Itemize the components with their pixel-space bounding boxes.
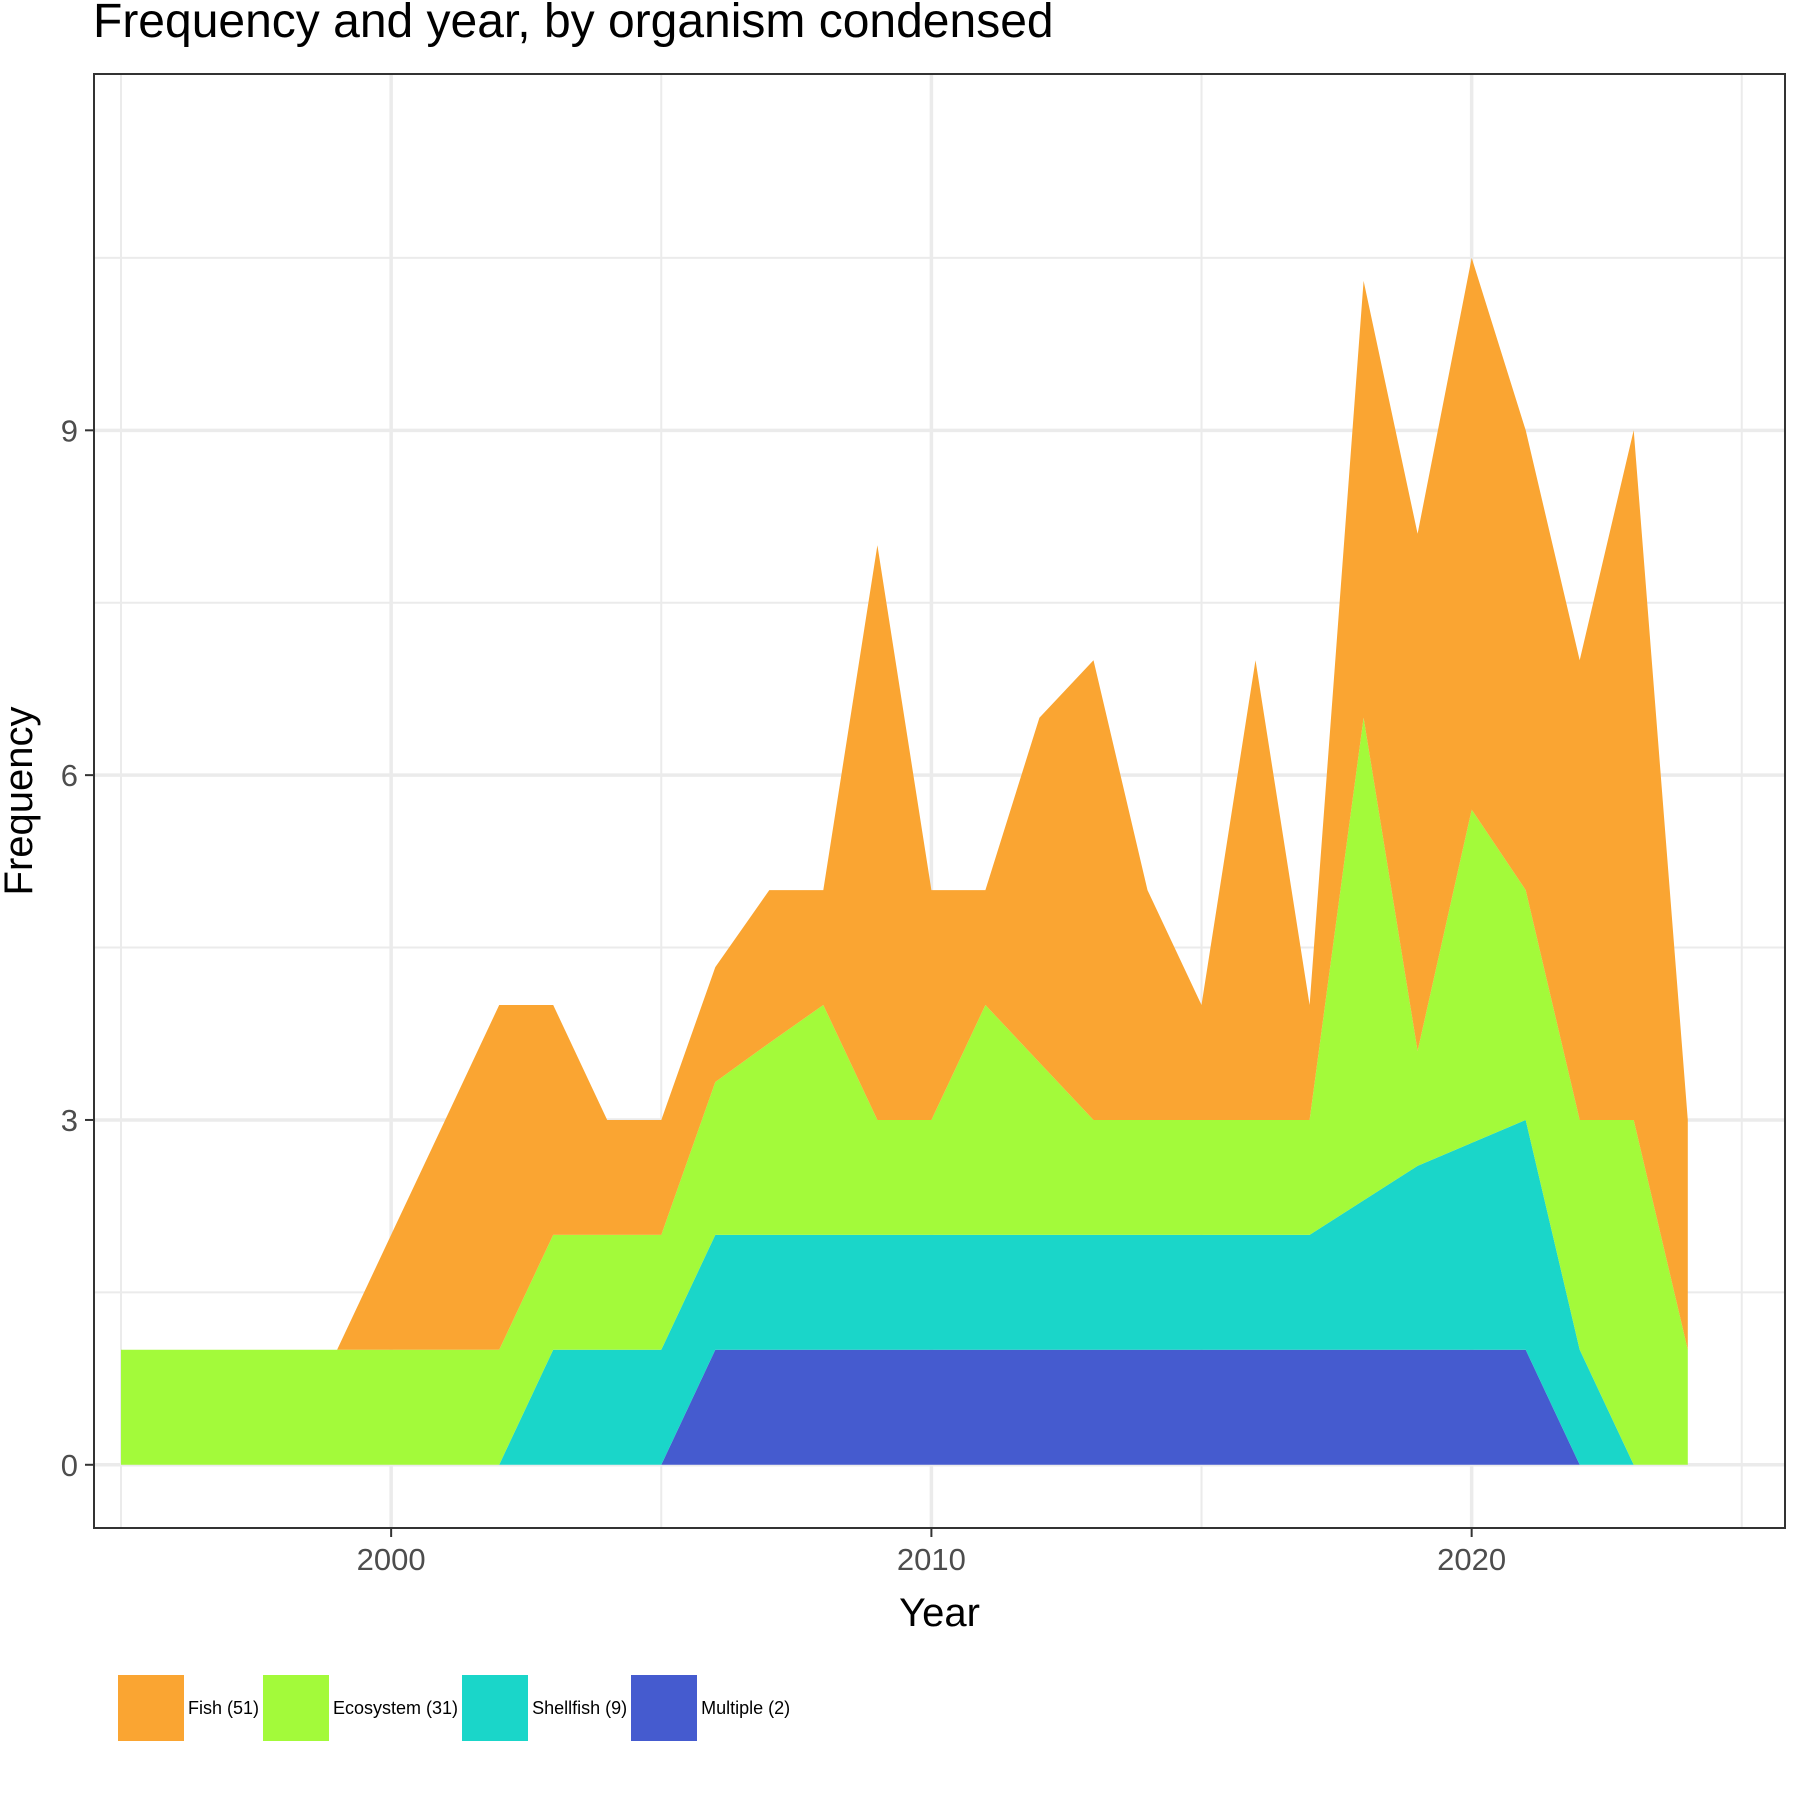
legend: Fish (51) Ecosystem (31) Shellfish (9) Mult… <box>118 1675 794 1741</box>
x-tick-label: 2020 <box>1437 1542 1506 1577</box>
legend-key <box>118 1675 184 1741</box>
area-series-multiple <box>121 1349 1688 1465</box>
legend-item: Shellfish (9) <box>462 1675 627 1741</box>
legend-key <box>631 1675 698 1741</box>
legend-label: Ecosystem (31) <box>333 1697 459 1718</box>
area-series-ecosystem <box>121 717 1688 1465</box>
y-axis-title: Frequency <box>0 707 41 896</box>
legend-label: Multiple (2) <box>701 1697 791 1718</box>
x-tick-label: 2000 <box>357 1542 426 1577</box>
y-tick-label: 0 <box>61 1448 78 1483</box>
plot-panel-border <box>93 73 1786 1529</box>
chart-title: Frequency and year, by organism condense… <box>93 0 1054 48</box>
legend-item: Ecosystem (31) <box>263 1675 458 1741</box>
legend-key <box>462 1675 529 1741</box>
stacked-areas <box>121 257 1688 1465</box>
area-series-fish <box>121 257 1688 1350</box>
legend-item: Multiple (2) <box>631 1675 790 1741</box>
x-axis-ticks: 2000 2010 2020 <box>357 1528 1506 1577</box>
y-axis-ticks: 0 3 6 9 <box>61 413 94 1483</box>
legend-label: Fish (51) <box>188 1697 260 1718</box>
y-tick-label: 6 <box>61 758 78 793</box>
x-axis-title: Year <box>899 1591 980 1635</box>
y-tick-label: 9 <box>61 413 78 448</box>
legend-key <box>263 1675 330 1741</box>
legend-item: Fish (51) <box>118 1675 259 1741</box>
x-tick-label: 2010 <box>897 1542 966 1577</box>
area-series-shellfish <box>121 1120 1688 1465</box>
legend-label: Shellfish (9) <box>532 1697 628 1718</box>
y-tick-label: 3 <box>61 1103 78 1138</box>
